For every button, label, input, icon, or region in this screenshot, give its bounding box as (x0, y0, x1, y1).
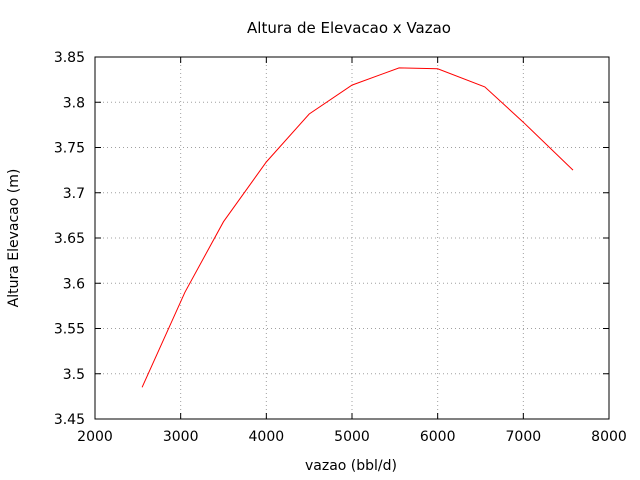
y-tick-label: 3.6 (63, 276, 85, 292)
y-tick-label: 3.45 (54, 412, 85, 428)
x-tick-label: 6000 (420, 429, 456, 445)
y-tick-label: 3.7 (63, 186, 85, 202)
x-tick-label: 4000 (249, 429, 285, 445)
y-tick-label: 3.8 (63, 95, 85, 111)
series-line-0 (141, 67, 574, 388)
x-axis-label: vazao (bbl/d) (305, 458, 397, 474)
y-tick-label: 3.55 (54, 322, 85, 338)
x-tick-label: 2000 (77, 429, 113, 445)
x-tick-label: 3000 (163, 429, 199, 445)
x-tick-label: 8000 (591, 429, 627, 445)
x-tick-label: 7000 (506, 429, 542, 445)
y-axis-label: Altura Elevacao (m) (6, 169, 22, 308)
series-layer (141, 67, 574, 388)
y-tick-label: 3.85 (54, 50, 85, 66)
chart-title: Altura de Elevacao x Vazao (247, 19, 451, 37)
axis-ticks: 2000 3000 4000 5000 6000 7000 8000 3.45 3.5 3.55 3… (54, 50, 627, 445)
y-tick-label: 3.5 (63, 367, 85, 383)
grid (95, 57, 609, 419)
x-tick-label: 5000 (334, 429, 370, 445)
y-tick-label: 3.65 (54, 231, 85, 247)
y-tick-label: 3.75 (54, 141, 85, 157)
